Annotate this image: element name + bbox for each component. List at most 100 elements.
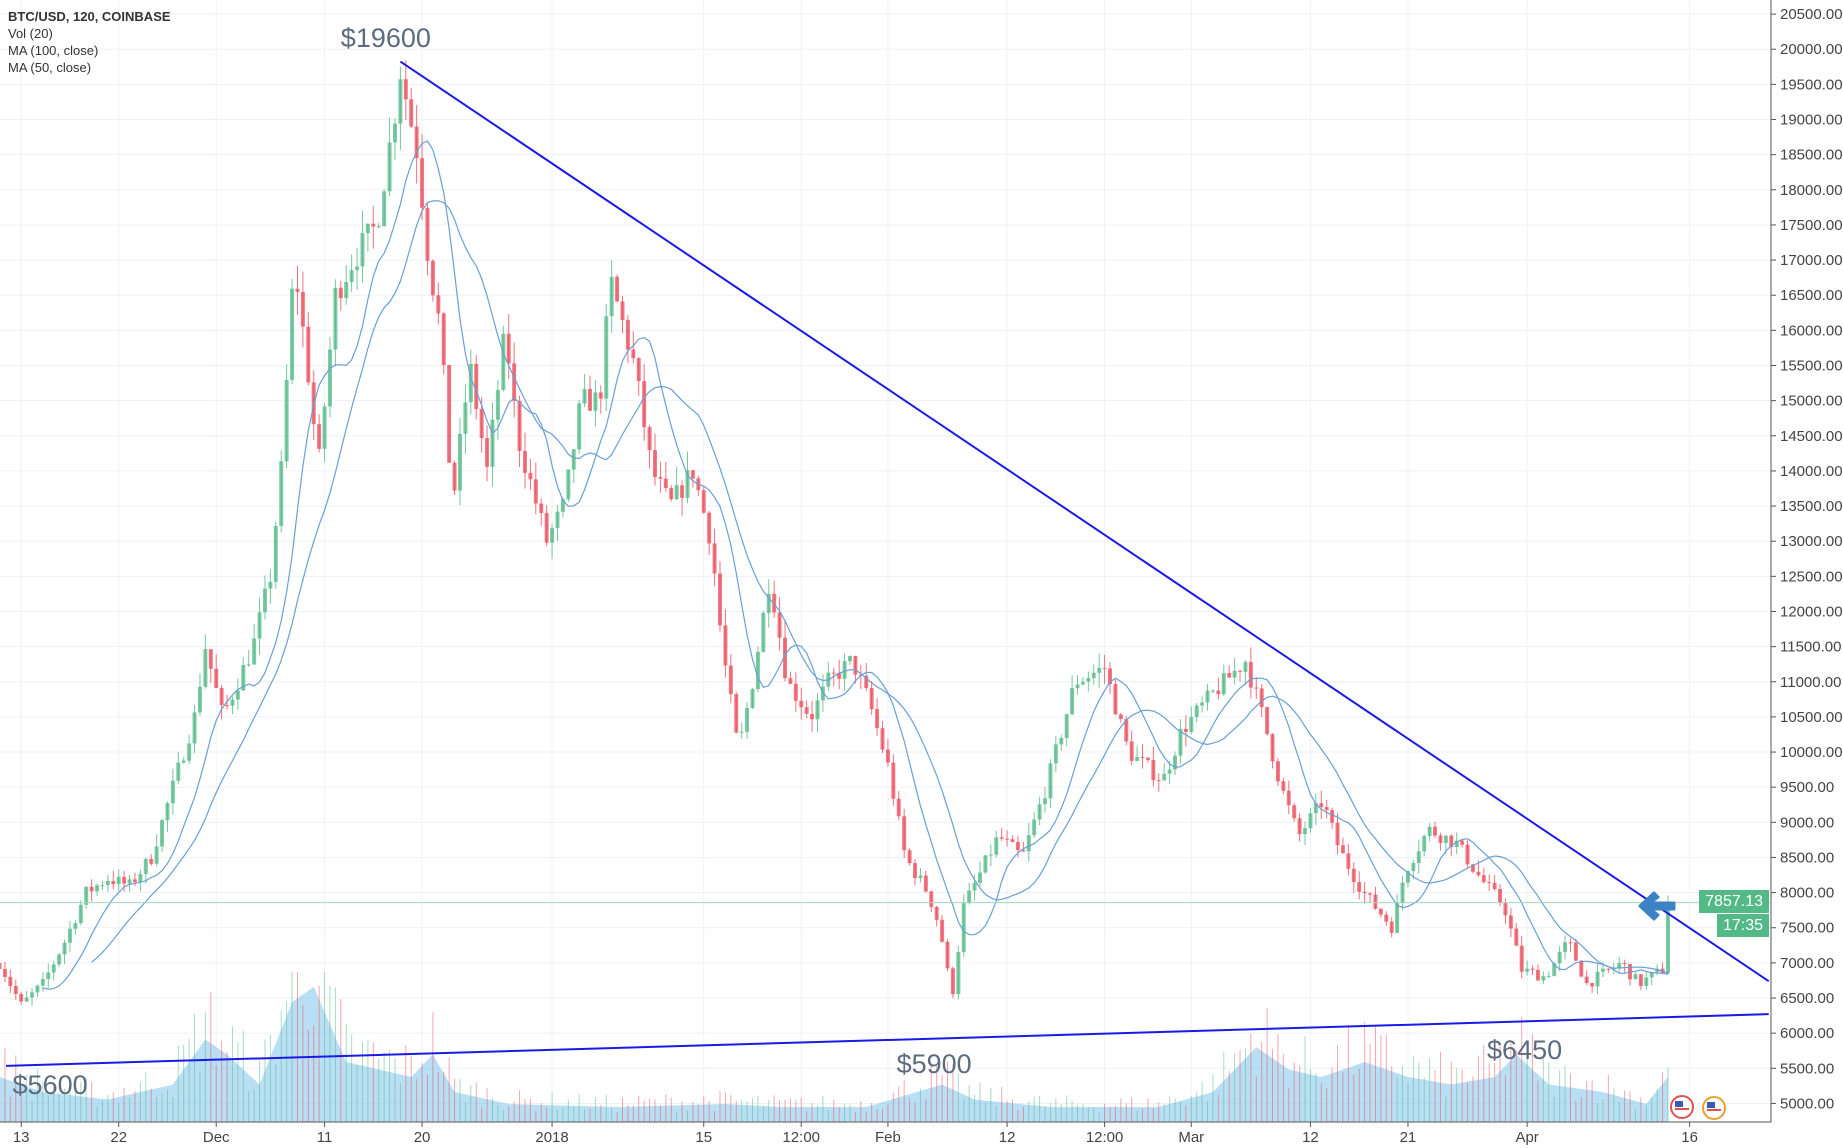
price-annotation[interactable]: $5600 [12,1069,88,1100]
candle-down [837,672,842,679]
candle-up [1053,744,1058,764]
candle-up [241,665,246,691]
candle-down [528,472,533,480]
candle-up [468,363,473,403]
candle-up [560,499,565,512]
candle-down [2,969,7,977]
price-annotation[interactable]: $6450 [1487,1034,1563,1065]
candle-down [1362,891,1367,894]
candle-down [1113,684,1118,715]
candle-up [100,885,105,887]
legend-ma50[interactable]: MA (50, close) [8,60,92,75]
candle-up [398,79,403,124]
candle-down [663,478,668,489]
candle-down [680,485,685,498]
candle-up [1416,851,1421,863]
candle-down [1606,968,1611,970]
candle-down [1622,963,1627,965]
candle-down [772,593,777,613]
candle-up [972,882,977,891]
candle-up [1037,804,1042,820]
candle-up [252,638,257,665]
candle-down [1373,894,1378,909]
candle-down [690,470,695,479]
candle-down [929,891,934,907]
candle-down [1460,840,1465,845]
candle-up [1525,968,1530,972]
candle-down [208,649,213,669]
y-tick-label: 5000.00 [1780,1095,1834,1112]
candle-up [1422,836,1427,852]
candle-up [35,985,40,993]
candle-up [1557,951,1562,964]
x-tick-label: 13 [13,1129,30,1146]
candle-down [522,450,527,473]
x-tick-label: 21 [1400,1129,1417,1146]
y-tick-label: 9000.00 [1780,814,1834,831]
candle-up [138,873,143,883]
last-price-tag: 7857.13 [1699,890,1769,913]
candle-up [116,876,121,885]
y-tick-label: 14000.00 [1780,463,1843,480]
candle-up [290,288,295,380]
candle-down [1319,803,1324,808]
candle-up [593,392,598,411]
y-tick-label: 6000.00 [1780,1025,1834,1042]
candle-down [1005,838,1010,840]
candle-up [246,664,251,666]
candle-up [555,511,560,529]
legend-volume[interactable]: Vol (20) [8,26,53,41]
candle-down [517,400,522,451]
trendline[interactable] [399,60,1770,982]
trendlines[interactable] [0,60,1771,1067]
candle-down [214,668,219,688]
symbol-title: BTC/USD, 120, COINBASE [8,9,171,24]
candle-up [1411,862,1416,872]
candle-down [880,728,885,750]
trendline[interactable] [6,1013,1769,1067]
ma-100-line [91,200,1669,974]
candle-down [1368,893,1373,895]
candle-up [956,951,961,995]
candle-up [284,379,289,462]
y-tick-label: 12000.00 [1780,603,1843,620]
x-tick-label: 20 [414,1129,431,1146]
price-annotation[interactable]: $5900 [896,1048,972,1079]
blue-arrow-icon [1638,891,1676,921]
y-tick-label: 6500.00 [1780,990,1834,1007]
candle-down [225,705,230,707]
candle-up [165,803,170,821]
candle-down [539,503,544,513]
candle-down [1438,835,1443,843]
candle-down [13,985,18,995]
candle-down [1584,976,1589,984]
moving-averages [42,140,1669,990]
candle-down [907,850,912,864]
legend-ma100[interactable]: MA (100, close) [8,43,99,58]
candle-up [609,276,614,317]
candle-up [78,904,83,924]
candle-up [187,743,192,761]
candle-down [1470,864,1475,872]
y-tick-label: 5500.00 [1780,1060,1834,1077]
candle-up [322,406,327,449]
candle-down [1275,761,1280,782]
candle-up [355,266,360,271]
candle-down [1514,928,1519,946]
price-annotation[interactable]: $19600 [340,22,431,53]
candle-down [913,863,918,879]
candle-up [1091,672,1096,679]
x-tick-label: Feb [875,1129,901,1146]
candle-up [761,612,766,652]
volume-pane [0,972,1669,1122]
candle-down [712,543,717,574]
candle-down [875,709,880,729]
candle-down [111,880,116,885]
candle-down [1481,875,1486,883]
candle-down [831,672,836,674]
candle-up [1595,971,1600,987]
candle-down [799,700,804,708]
candle-up [376,226,381,228]
y-tick-label: 13500.00 [1780,498,1843,515]
